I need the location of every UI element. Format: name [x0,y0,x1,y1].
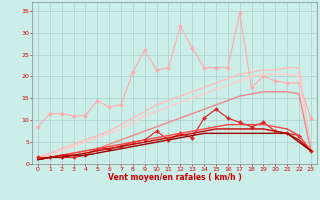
X-axis label: Vent moyen/en rafales ( km/h ): Vent moyen/en rafales ( km/h ) [108,173,241,182]
